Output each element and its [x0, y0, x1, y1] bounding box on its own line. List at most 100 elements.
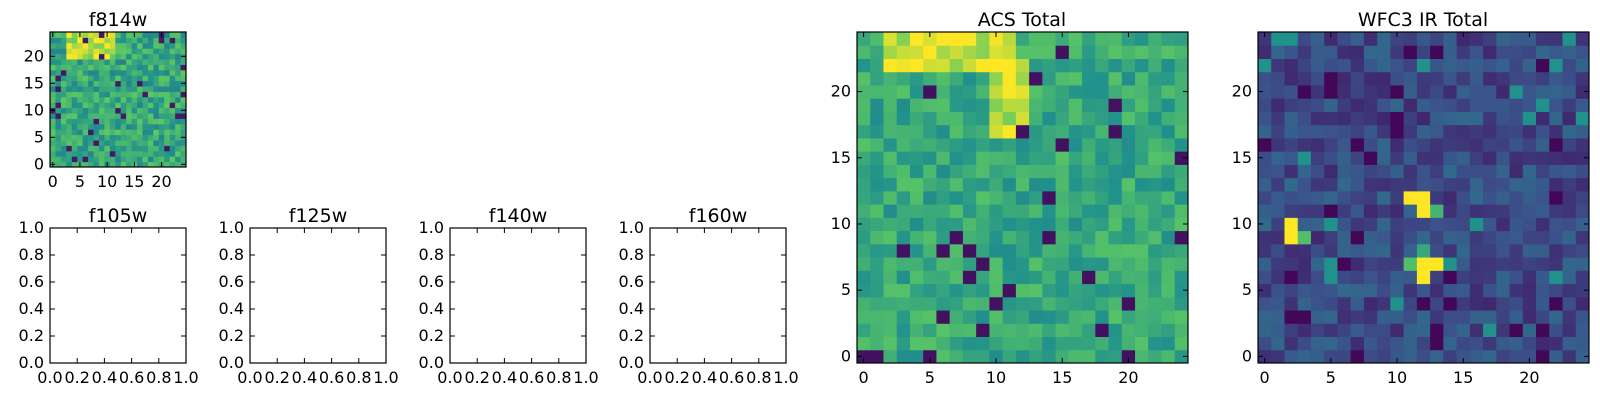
- heatmap-cell: [1108, 32, 1123, 46]
- heatmap-cell: [1522, 151, 1537, 165]
- heatmap-cell: [180, 69, 187, 76]
- y-tick-label: 0.8: [419, 245, 444, 264]
- heatmap-cell: [1350, 190, 1365, 205]
- heatmap-cell: [1469, 177, 1484, 192]
- heatmap-cell: [115, 150, 122, 157]
- heatmap-cell: [1536, 45, 1550, 59]
- heatmap-cell: [1271, 349, 1285, 364]
- heatmap-cell: [1055, 164, 1070, 179]
- heatmap-cell: [66, 42, 73, 49]
- heatmap-cell: [137, 75, 143, 82]
- heatmap-cell: [82, 91, 89, 98]
- heatmap-cell: [1284, 230, 1299, 245]
- heatmap-cell: [1536, 151, 1550, 165]
- heatmap-cell: [949, 177, 964, 192]
- heatmap-cell: [1390, 243, 1405, 258]
- heatmap-cell: [88, 80, 95, 87]
- heatmap-cell: [1377, 243, 1391, 258]
- heatmap-cell: [164, 129, 171, 136]
- heatmap-cell: [1258, 243, 1272, 258]
- heatmap-cell: [1015, 124, 1030, 139]
- heatmap-cell: [50, 156, 56, 163]
- heatmap-cell: [158, 86, 165, 92]
- y-tick-label: 1.0: [419, 218, 444, 237]
- heatmap-cell: [962, 230, 977, 245]
- heatmap-cell: [1456, 336, 1471, 351]
- heatmap-cell: [1536, 177, 1550, 192]
- heatmap-cell: [1068, 243, 1083, 258]
- heatmap-cell: [909, 270, 924, 285]
- y-tick-label: 0.8: [219, 245, 244, 264]
- heatmap-cell: [1549, 190, 1564, 205]
- heatmap-cell: [1575, 71, 1590, 86]
- heatmap-cell: [104, 156, 111, 163]
- heatmap-cell: [936, 137, 951, 152]
- heatmap-cell: [60, 86, 67, 92]
- heatmap-cell: [1068, 32, 1083, 46]
- heatmap-cell: [1324, 336, 1338, 351]
- heatmap-cell: [55, 140, 62, 146]
- heatmap-cell: [1562, 230, 1577, 245]
- heatmap-cell: [1522, 98, 1537, 112]
- heatmap-cell: [55, 113, 62, 119]
- heatmap-cell: [1456, 71, 1471, 86]
- heatmap-cell: [962, 336, 977, 351]
- heatmap-cell: [1029, 283, 1043, 298]
- heatmap-cell: [126, 91, 133, 98]
- heatmap-cell: [147, 53, 154, 60]
- heatmap-cell: [1002, 283, 1017, 298]
- heatmap-cell: [1135, 323, 1149, 338]
- heatmap-cell: [142, 123, 149, 130]
- heatmap-cell: [883, 98, 898, 112]
- y-tick-label: 15: [24, 73, 44, 92]
- heatmap-cell: [120, 107, 127, 114]
- heatmap-cell: [1363, 177, 1378, 192]
- heatmap-cell: [1562, 270, 1577, 285]
- heatmap-cell: [1496, 164, 1511, 179]
- heatmap-cell: [1161, 177, 1176, 192]
- heatmap-cell: [1403, 204, 1418, 218]
- heatmap-cell: [976, 84, 990, 99]
- heatmap-cell: [1430, 151, 1444, 165]
- heatmap-cell: [1271, 98, 1285, 112]
- heatmap-cell: [1416, 151, 1431, 165]
- heatmap-cell: [180, 75, 187, 82]
- heatmap-cell: [50, 59, 56, 65]
- heatmap-cell: [1029, 164, 1043, 179]
- heatmap-cell: [164, 42, 171, 49]
- heatmap-cell: [1095, 243, 1110, 258]
- heatmap-cell: [1324, 283, 1338, 298]
- heatmap-cell: [1258, 190, 1272, 205]
- heatmap-cell: [1135, 71, 1149, 86]
- heatmap-cell: [1430, 336, 1444, 351]
- heatmap-cell: [1029, 336, 1043, 351]
- heatmap-cell: [50, 102, 56, 109]
- heatmap-cell: [1522, 32, 1537, 46]
- heatmap-cell: [1443, 58, 1458, 73]
- heatmap-cell: [115, 156, 122, 163]
- heatmap-cell: [126, 150, 133, 157]
- heatmap-cell: [1082, 270, 1096, 285]
- heatmap-cell: [923, 137, 937, 152]
- heatmap-cell: [1562, 190, 1577, 205]
- heatmap-cell: [1456, 296, 1471, 311]
- heatmap-cell: [1456, 98, 1471, 112]
- heatmap-cell: [896, 164, 911, 179]
- heatmap-cell: [1310, 177, 1325, 192]
- heatmap-cell: [1121, 151, 1136, 165]
- axes-frame: [249, 227, 387, 364]
- heatmap-cell: [1469, 336, 1484, 351]
- heatmap-cell: [1271, 310, 1285, 324]
- heatmap-cell: [158, 96, 165, 103]
- x-tick-label: 0.4: [292, 368, 317, 387]
- heatmap-cell: [896, 204, 911, 218]
- heatmap-cell: [115, 37, 122, 44]
- heatmap-cell: [109, 75, 116, 82]
- heatmap-cell: [1108, 204, 1123, 218]
- heatmap-cell: [98, 161, 105, 168]
- heatmap-cell: [1390, 204, 1405, 218]
- heatmap-cell: [180, 156, 187, 163]
- heatmap-cell: [126, 161, 133, 168]
- heatmap-cell: [131, 134, 138, 141]
